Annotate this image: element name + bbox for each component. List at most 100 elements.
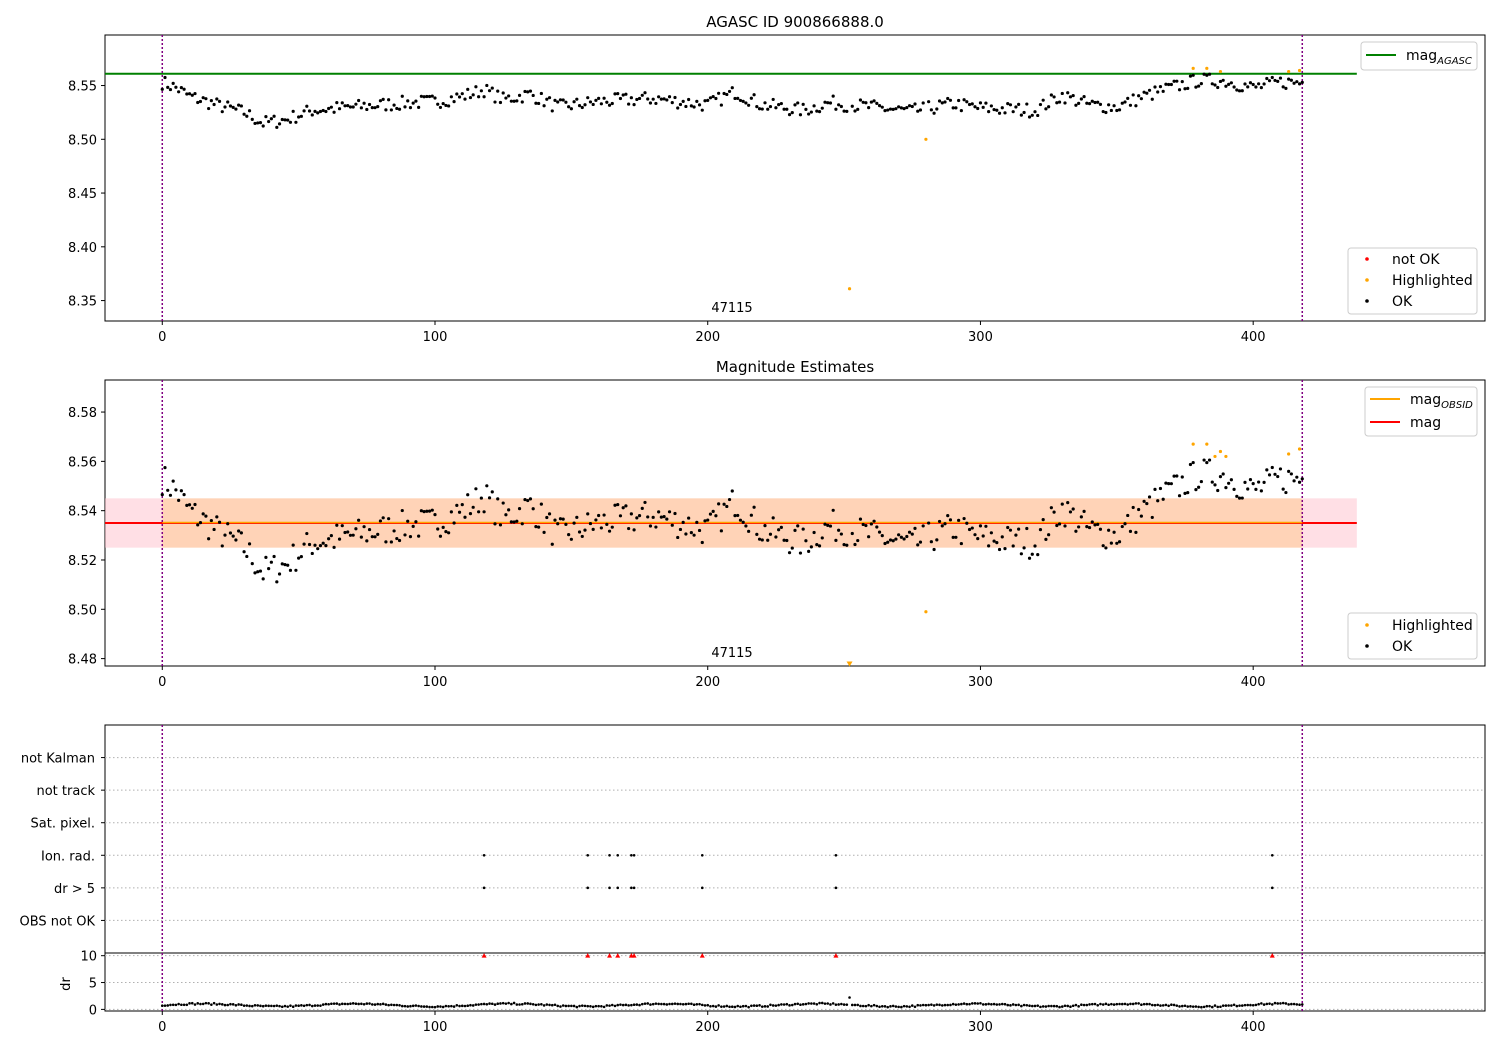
ok-point — [389, 108, 393, 112]
ok-point — [526, 90, 530, 94]
dr-point — [1243, 1003, 1247, 1007]
ok-point — [430, 508, 434, 512]
ok-point — [305, 104, 309, 108]
dr-point — [979, 1001, 982, 1005]
ok-point — [695, 520, 699, 524]
dr-point — [722, 1005, 726, 1008]
ok-point — [948, 518, 953, 522]
ok-point — [692, 533, 696, 537]
dr-point — [1216, 1005, 1220, 1009]
flag-point — [834, 853, 838, 857]
ok-point — [187, 92, 192, 96]
panel-mag-estimates-legend-bottom[interactable]: Highlighted OK — [1347, 612, 1478, 660]
dr-point — [231, 1003, 235, 1006]
dr-point — [630, 1003, 633, 1007]
dr-point — [548, 1003, 551, 1007]
ok-point — [449, 95, 453, 99]
ok-point — [1008, 528, 1013, 532]
dr-point — [455, 1003, 459, 1007]
highlighted-point — [1297, 447, 1302, 451]
dr-point — [810, 1002, 813, 1005]
dr-point — [1254, 1003, 1258, 1007]
dr-point — [812, 1002, 816, 1005]
ok-point — [1123, 522, 1127, 526]
dr-point — [212, 1001, 216, 1005]
ok-point — [905, 534, 909, 539]
ok-point — [1297, 82, 1302, 86]
dr-capped-marker — [699, 953, 705, 958]
ok-point — [1038, 528, 1043, 532]
dr-point — [545, 1003, 549, 1006]
ok-point — [1036, 113, 1040, 118]
y-tick-label: 8.50 — [68, 133, 97, 148]
flag-point — [616, 853, 620, 857]
ok-point — [1052, 95, 1056, 99]
y-tick-label: 10 — [80, 950, 97, 965]
ok-point — [253, 121, 257, 126]
ok-point — [496, 89, 500, 93]
ok-point — [1218, 475, 1223, 479]
panel-mag-estimates-legend-top[interactable]: magOBSID mag — [1364, 386, 1478, 437]
ok-point — [815, 109, 819, 113]
ok-point — [706, 518, 710, 522]
ok-point — [1292, 479, 1296, 483]
ok-point — [929, 108, 933, 112]
dr-point — [662, 1002, 666, 1006]
ok-point — [193, 91, 197, 96]
dr-point — [760, 1005, 764, 1008]
dr-point — [1131, 1002, 1135, 1006]
ok-point — [752, 93, 756, 97]
ok-point — [438, 105, 443, 110]
ok-point — [433, 96, 437, 100]
panel-agasc-obsid-annotation: 47115 — [711, 301, 752, 316]
ok-point — [299, 554, 303, 559]
dr-point — [1000, 1002, 1004, 1006]
ok-point — [1082, 94, 1086, 99]
ok-point — [599, 526, 603, 530]
ok-point — [777, 528, 781, 532]
ok-point — [318, 109, 323, 114]
ok-point — [725, 504, 729, 509]
ok-point — [1292, 81, 1296, 85]
ok-point — [376, 105, 380, 109]
dr-point — [741, 1004, 745, 1008]
dr-point — [1200, 1005, 1203, 1009]
dr-point — [1080, 1003, 1083, 1007]
ok-point — [1175, 79, 1179, 83]
dr-point — [949, 1003, 952, 1007]
ok-point — [1087, 102, 1092, 106]
ok-point — [807, 112, 811, 116]
dr-point — [223, 1003, 227, 1007]
ok-point — [605, 100, 609, 104]
ok-point — [294, 568, 298, 572]
ok-point — [1158, 486, 1163, 491]
flag-point — [482, 853, 486, 857]
dr-point — [1235, 1004, 1239, 1008]
dr-point — [414, 1004, 418, 1007]
ok-point — [190, 506, 194, 510]
ok-point — [607, 103, 612, 107]
dr-point — [1028, 1004, 1031, 1007]
highlighted-point — [1205, 442, 1209, 446]
ok-point — [856, 538, 860, 543]
dr-point — [411, 1004, 415, 1008]
ok-point — [918, 540, 923, 544]
dr-point — [466, 1004, 470, 1008]
ok-point — [256, 121, 260, 125]
panel-agasc-legend-top[interactable]: magAGASC — [1360, 41, 1478, 71]
dr-point — [1164, 1003, 1168, 1007]
ok-point — [782, 107, 786, 111]
ok-point — [951, 535, 955, 539]
dr-point — [460, 1004, 464, 1008]
ok-point — [447, 531, 451, 535]
dr-point — [417, 1004, 420, 1008]
ok-point — [1265, 76, 1269, 81]
ok-point — [774, 535, 778, 539]
panel-agasc-legend-bottom[interactable]: not OK Highlighted OK — [1347, 247, 1478, 315]
dr-point — [1017, 1003, 1020, 1007]
ok-point — [1289, 472, 1293, 476]
ok-point — [662, 514, 666, 519]
dr-point — [177, 1002, 180, 1006]
dr-point — [578, 1004, 581, 1008]
dr-point — [310, 1004, 314, 1008]
